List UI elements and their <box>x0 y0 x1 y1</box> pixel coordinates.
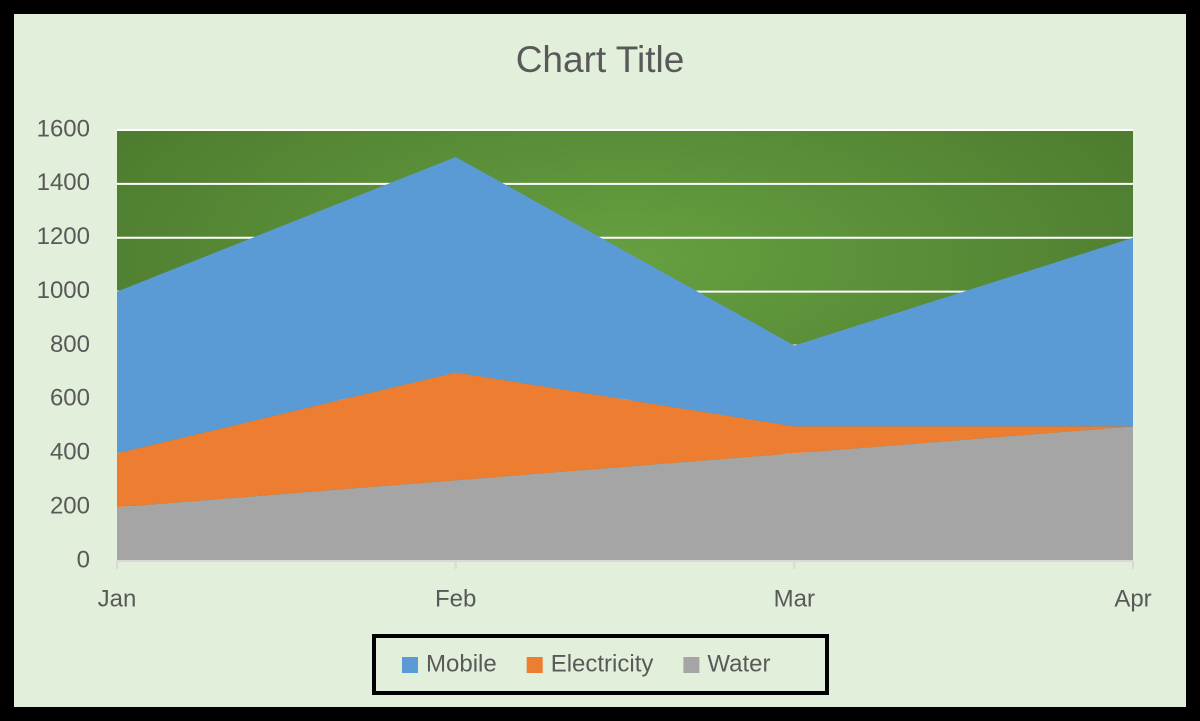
legend-swatch <box>683 657 700 673</box>
area <box>117 156 1133 454</box>
legend-swatch <box>526 657 543 673</box>
area <box>117 426 1133 561</box>
y-tick-label: 200 <box>50 492 90 519</box>
legend-label: Mobile <box>426 650 497 677</box>
x-tick-label: Apr <box>1114 585 1151 612</box>
y-tick-label: 600 <box>50 385 90 412</box>
y-tick-label: 1600 <box>37 115 90 142</box>
y-tick-label: 1200 <box>37 223 90 250</box>
area <box>117 372 1133 508</box>
y-tick-label: 1000 <box>37 277 90 304</box>
y-tick-label: 1400 <box>37 169 90 196</box>
x-tick-label: Jan <box>98 585 137 612</box>
legend-box <box>372 634 829 695</box>
x-tick-label: Mar <box>774 585 815 612</box>
legend-swatch <box>402 657 418 673</box>
legend-label: Water <box>707 650 770 677</box>
legend-label: Electricity <box>551 650 654 677</box>
x-tick-label: Feb <box>435 585 476 612</box>
y-tick-label: 0 <box>77 546 90 573</box>
y-tick-label: 800 <box>50 331 90 358</box>
chart-title: Chart Title <box>516 39 685 80</box>
y-tick-label: 400 <box>50 439 90 466</box>
